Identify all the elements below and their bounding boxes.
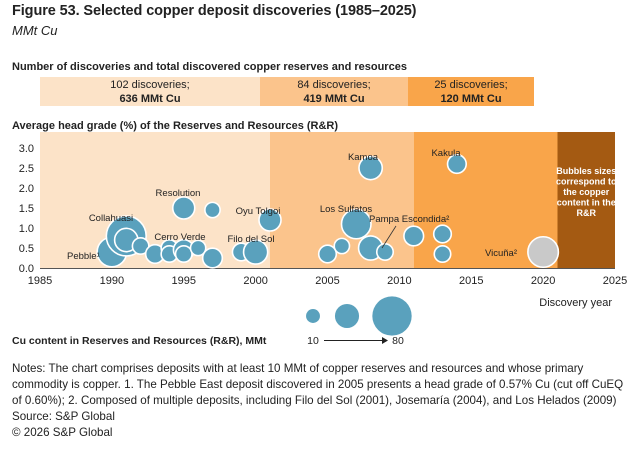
bubble-label: Resolution [156, 188, 201, 199]
size-note-line: the copper [563, 187, 610, 197]
period-band-1985-2000: 102 discoveries; 636 MMt Cu [40, 77, 260, 106]
x-axis-label: Discovery year [539, 297, 612, 309]
bubble [201, 247, 224, 269]
bubble-label: Kakula [431, 148, 461, 159]
bubble [433, 244, 452, 264]
bubble [375, 242, 395, 262]
bubble-label: Collahuasi [89, 213, 133, 224]
bubble-label: Vicuña² [485, 248, 517, 259]
notes-text: Notes: The chart comprises deposits with… [12, 362, 624, 407]
bubble [258, 208, 282, 232]
y-tick-label: 0.0 [19, 263, 34, 275]
legend-bubble [306, 309, 320, 323]
bubble [333, 237, 351, 255]
bubble-label: Kamoa [348, 152, 379, 163]
period-band-2001-2010: 84 discoveries; 419 MMt Cu [260, 77, 408, 106]
x-tick-label: 2015 [459, 275, 483, 287]
leader-line [381, 225, 397, 249]
bubble [171, 196, 196, 220]
y-tick-label: 2.5 [19, 163, 34, 175]
y-tick-label: 2.0 [19, 183, 34, 195]
chart-section-title: Average head grade (%) of the Reserves a… [12, 120, 339, 132]
legend-arrow-head [382, 337, 388, 344]
copyright-text: © 2026 S&P Global [12, 426, 113, 439]
band-count: 84 discoveries; [297, 79, 371, 91]
legend-bubble [372, 296, 412, 336]
x-tick-label: 2000 [243, 275, 267, 287]
band-total: 120 MMt Cu [440, 93, 502, 105]
bubble-label: Filo del Sol [228, 234, 275, 245]
x-tick-label: 2020 [531, 275, 555, 287]
bubble [204, 201, 221, 219]
x-tick-label: 1985 [28, 275, 52, 287]
bubble-label: Los Sulfatos [320, 204, 373, 215]
bubble-label: Pampa Escondida² [369, 214, 449, 225]
bubble [189, 239, 207, 257]
bubble-label: Oyu Tolgoi [236, 206, 281, 217]
size-note-line: R&R [577, 208, 597, 218]
bubble [403, 225, 425, 247]
bubble [242, 239, 269, 265]
band-count: 102 discoveries; [110, 79, 190, 91]
bubble [446, 153, 468, 175]
notes-block: Notes: The chart comprises deposits with… [12, 361, 632, 441]
bubble-label: Pebble¹ [67, 251, 100, 262]
y-tick-label: 1.5 [19, 203, 34, 215]
period-background [557, 132, 615, 268]
legend-min-label: 10 [307, 335, 319, 347]
bubble [340, 208, 372, 240]
x-tick-label: 1995 [172, 275, 196, 287]
period-band-2011-2020: 25 discoveries; 120 MMt Cu [408, 77, 534, 106]
x-tick-label: 1990 [100, 275, 124, 287]
legend-max-label: 80 [392, 335, 404, 347]
bubble [317, 244, 338, 264]
size-note-line: correspond to [556, 177, 617, 187]
y-tick-label: 0.5 [19, 243, 34, 255]
figure-title: Figure 53. Selected copper deposit disco… [12, 3, 417, 19]
bubble [358, 155, 384, 181]
top-section-title: Number of discoveries and total discover… [12, 61, 407, 73]
bubble-label: Cerro Verde [154, 232, 205, 243]
size-note-line: Bubbles sizes [556, 166, 616, 176]
band-total: 636 MMt Cu [119, 93, 181, 105]
legend-title: Cu content in Reserves and Resources (R&… [12, 335, 267, 347]
figure-subtitle: MMt Cu [12, 23, 58, 38]
band-count: 25 discoveries; [434, 79, 508, 91]
y-tick-label: 3.0 [19, 143, 34, 155]
source-text: Source: S&P Global [12, 410, 115, 423]
size-note-line: content in the [557, 198, 616, 208]
bubble [174, 244, 193, 264]
y-tick-label: 1.0 [19, 223, 34, 235]
legend-bubble [334, 303, 360, 329]
x-tick-label: 2025 [603, 275, 627, 287]
bubble [432, 224, 453, 244]
band-total: 419 MMt Cu [303, 93, 365, 105]
x-tick-label: 2010 [387, 275, 411, 287]
bubble [527, 235, 560, 269]
x-tick-label: 2005 [315, 275, 339, 287]
